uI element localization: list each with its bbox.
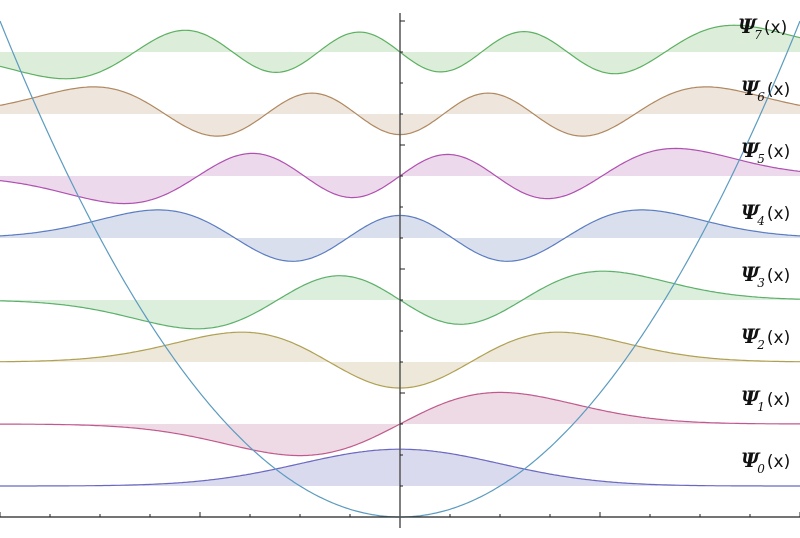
psi-argument: (x) [766, 266, 791, 286]
psi-symbol: Ψ [741, 324, 760, 348]
legend-label-psi-2: Ψ2 (x) [741, 324, 791, 352]
psi-subscript: 6 [757, 90, 765, 104]
psi-symbol: Ψ [741, 138, 760, 162]
legend-label-psi-7: Ψ7 (x) [738, 14, 788, 42]
psi-symbol: Ψ [741, 76, 760, 100]
psi-symbol: Ψ [741, 262, 760, 286]
psi-argument: (x) [766, 452, 791, 472]
psi-subscript: 1 [757, 400, 765, 414]
psi-argument: (x) [763, 18, 788, 38]
legend-label-psi-3: Ψ3 (x) [741, 262, 791, 290]
legend-label-psi-4: Ψ4 (x) [741, 200, 791, 228]
psi-subscript: 2 [757, 338, 765, 352]
legend-label-psi-0: Ψ0 (x) [741, 448, 791, 476]
psi-symbol: Ψ [741, 386, 760, 410]
wavefunction-fill-2 [0, 332, 800, 388]
psi-subscript: 3 [757, 276, 765, 290]
psi-argument: (x) [766, 204, 791, 224]
psi-subscript: 5 [757, 152, 765, 166]
psi-symbol: Ψ [741, 448, 760, 472]
wavefunction-fill-6 [0, 86, 800, 137]
psi-argument: (x) [766, 142, 791, 162]
psi-argument: (x) [766, 390, 791, 410]
psi-symbol: Ψ [738, 14, 757, 38]
psi-subscript: 7 [754, 28, 762, 42]
psi-subscript: 4 [757, 214, 765, 228]
legend-label-psi-5: Ψ5 (x) [741, 138, 791, 166]
psi-argument: (x) [766, 80, 791, 100]
psi-symbol: Ψ [741, 200, 760, 224]
legend-label-psi-1: Ψ1 (x) [741, 386, 791, 414]
psi-subscript: 0 [757, 462, 765, 476]
legend-label-psi-6: Ψ6 (x) [741, 76, 791, 104]
psi-argument: (x) [766, 328, 791, 348]
